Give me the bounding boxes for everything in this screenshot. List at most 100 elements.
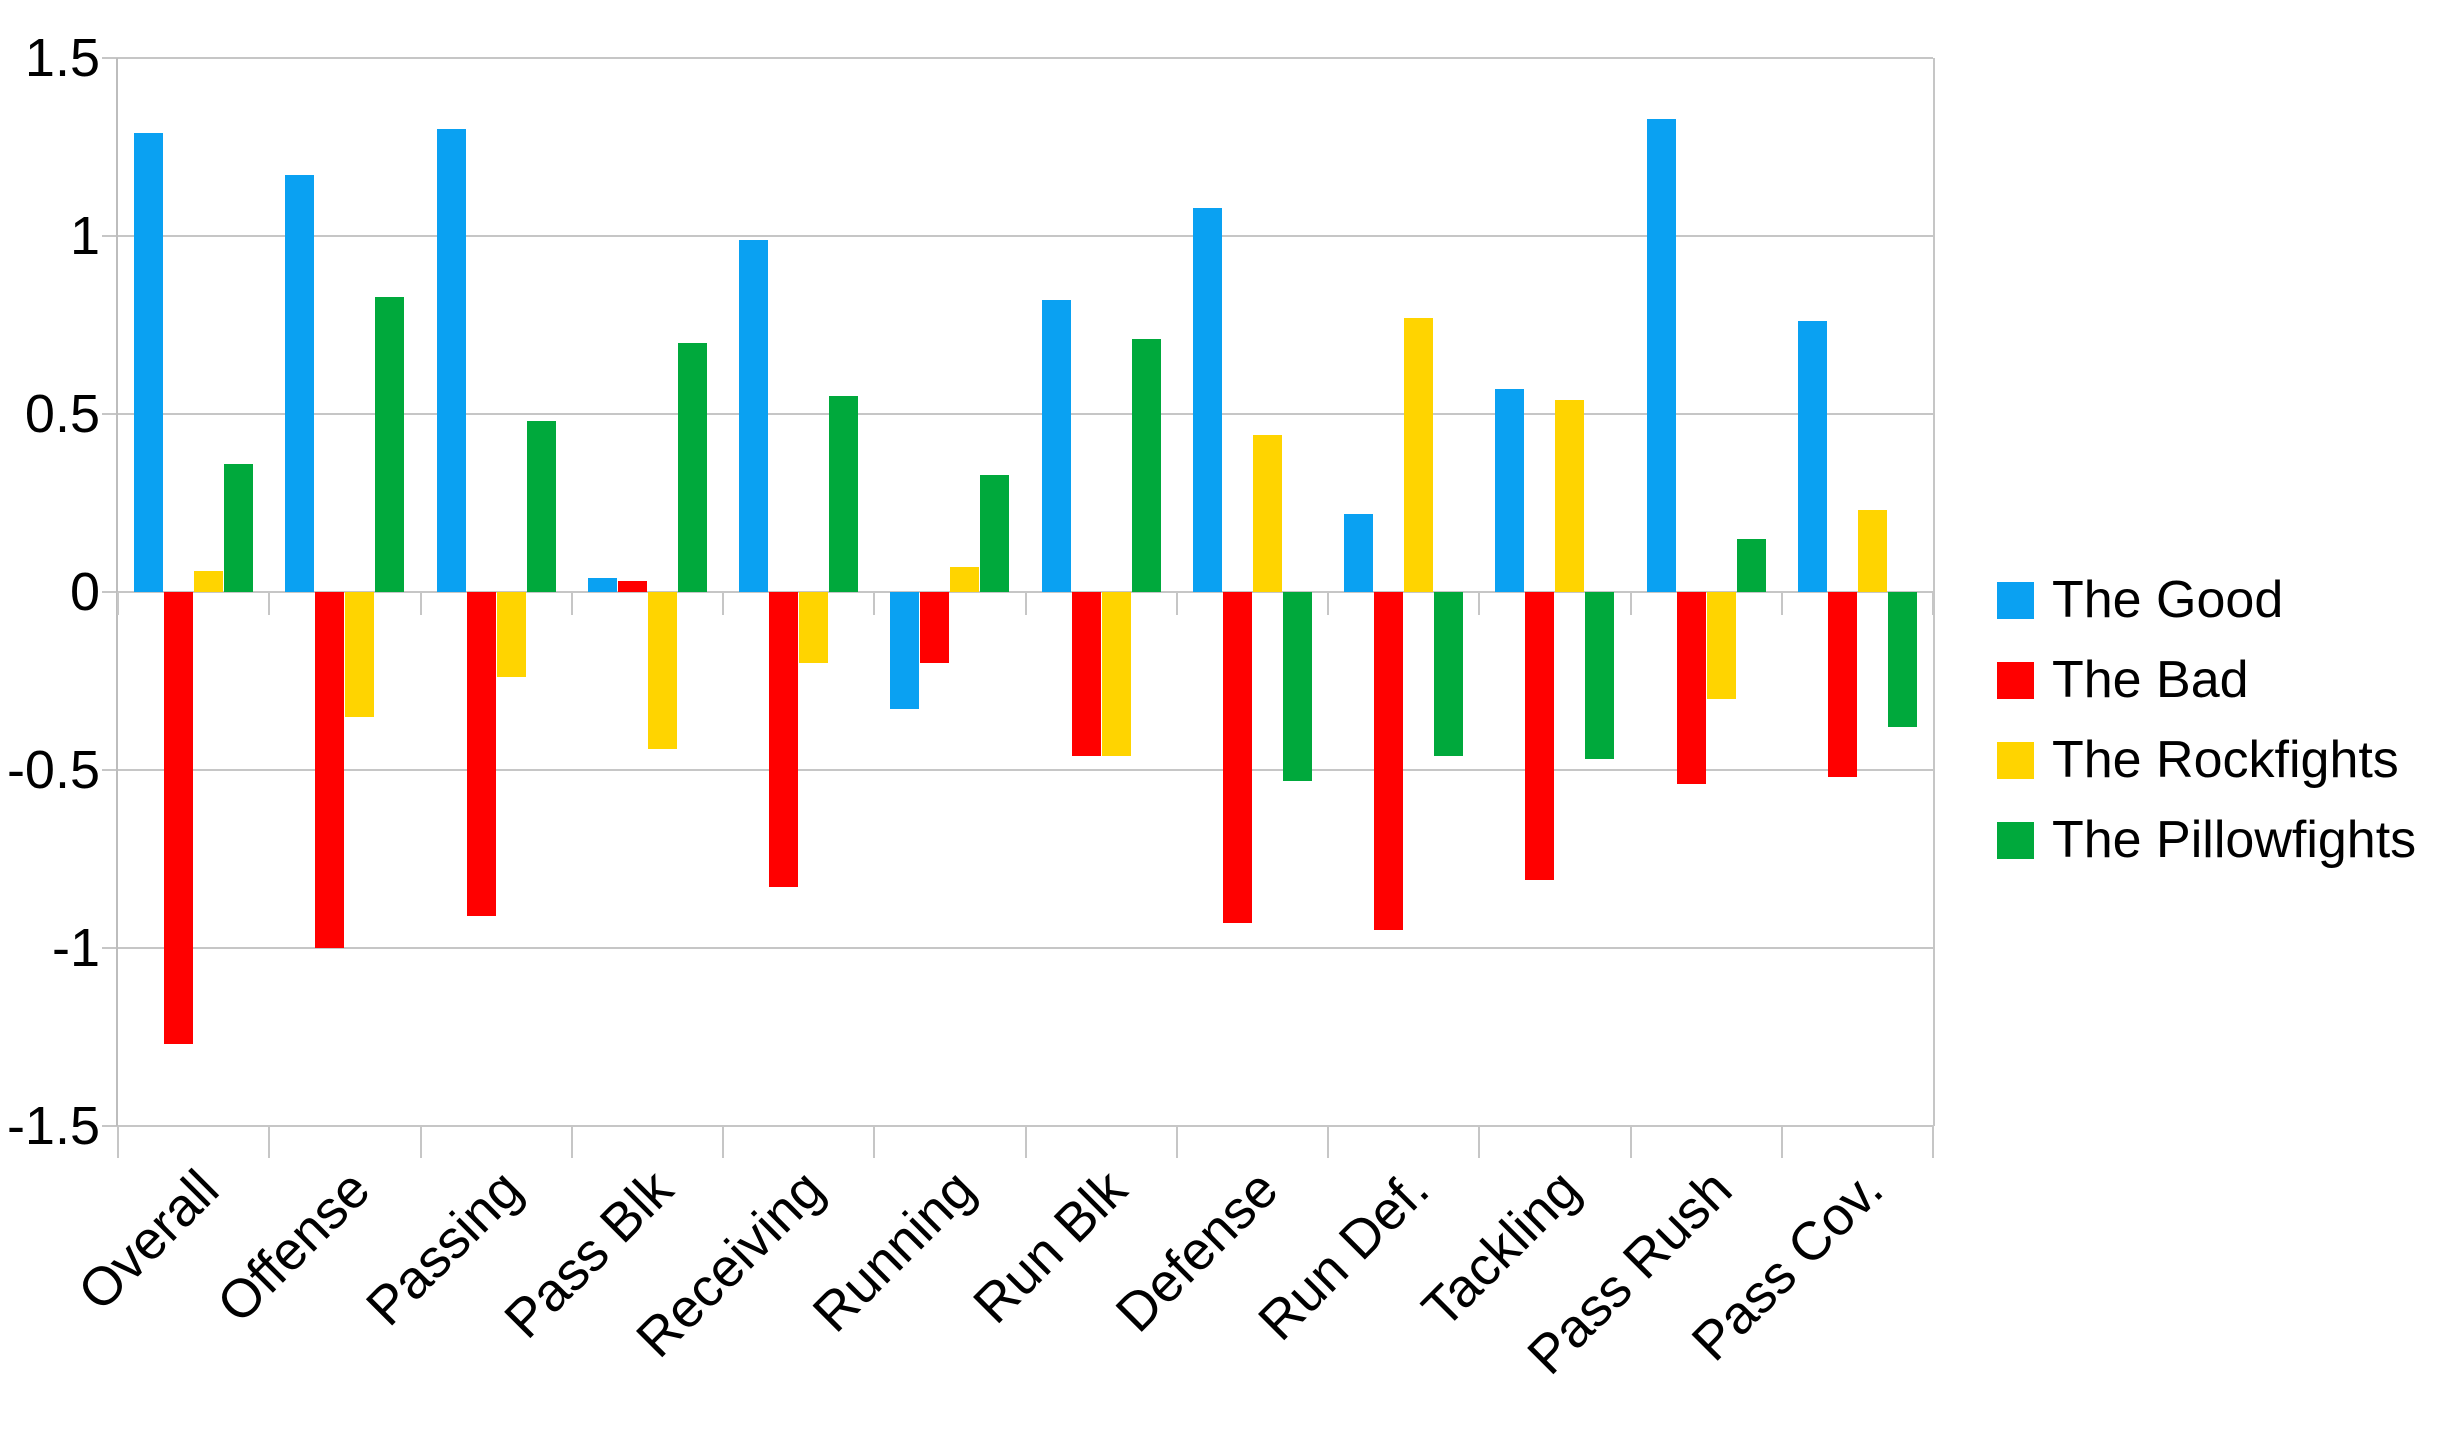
bar — [496, 592, 526, 678]
bar — [164, 592, 194, 1045]
gridline — [118, 235, 1933, 237]
x-axis-tick — [1932, 1126, 1934, 1158]
bar — [647, 592, 677, 749]
zero-line-tick — [722, 592, 724, 615]
bar — [1041, 300, 1071, 592]
bar — [980, 474, 1010, 592]
legend-label: The Pillowfights — [2052, 811, 2417, 869]
zero-line-tick — [117, 592, 119, 615]
gridline — [118, 413, 1933, 415]
bar — [1887, 592, 1917, 728]
zero-line-tick — [1629, 592, 1632, 615]
bar — [1495, 389, 1525, 592]
bar — [315, 592, 345, 948]
x-axis-tick — [1327, 1126, 1329, 1158]
bar — [1706, 592, 1736, 699]
x-axis-tick — [117, 1126, 119, 1158]
y-axis-label: 1.5 — [24, 28, 100, 88]
bar — [1434, 592, 1464, 756]
bar — [285, 175, 315, 592]
y-axis-tick — [102, 591, 118, 593]
bar — [1101, 592, 1131, 756]
zero-line-tick — [1478, 592, 1481, 615]
legend-label: The Bad — [2052, 651, 2249, 709]
bar — [1192, 207, 1222, 592]
bar — [1282, 592, 1312, 781]
x-axis-tick — [268, 1126, 271, 1158]
legend-item: The Rockfights — [1997, 729, 2399, 791]
bar — [1344, 513, 1374, 592]
gridline — [118, 947, 1933, 949]
x-axis-tick — [1175, 1126, 1178, 1158]
bar — [345, 592, 375, 717]
x-axis-tick — [419, 1126, 422, 1158]
y-axis-tick — [102, 1125, 118, 1127]
zero-line-tick — [1932, 592, 1934, 615]
y-axis-label: -0.5 — [6, 740, 100, 800]
bar — [617, 581, 647, 592]
x-axis-tick — [1629, 1126, 1632, 1158]
bar — [1827, 592, 1857, 778]
bar — [1676, 592, 1706, 785]
x-axis-tick — [1780, 1126, 1783, 1158]
x-axis-tick — [1478, 1126, 1481, 1158]
legend-swatch — [1997, 741, 2034, 779]
gridline — [118, 769, 1933, 771]
legend-item: The Pillowfights — [1997, 809, 2416, 871]
bar — [1131, 339, 1161, 592]
bar — [194, 570, 224, 592]
x-axis-label: Running — [802, 1158, 987, 1344]
legend-swatch — [1997, 821, 2034, 859]
legend-item: The Bad — [1997, 649, 2249, 711]
zero-line-tick — [1175, 592, 1178, 615]
x-axis-tick — [722, 1126, 724, 1158]
bar — [436, 129, 466, 592]
y-axis-tick — [102, 947, 118, 949]
legend-swatch — [1997, 661, 2034, 699]
y-axis-label: 0.5 — [24, 384, 100, 444]
bar — [890, 592, 920, 710]
bar — [134, 132, 164, 592]
bar — [829, 396, 859, 592]
bar — [1585, 592, 1615, 760]
y-axis-tick — [102, 235, 118, 237]
legend-item: The Good — [1997, 569, 2283, 631]
bar — [375, 296, 405, 592]
zero-line-tick — [419, 592, 422, 615]
bar — [1071, 592, 1101, 756]
bar — [587, 577, 617, 592]
bar — [1222, 592, 1252, 924]
bar — [920, 592, 950, 664]
bar — [1797, 321, 1827, 592]
zero-line-tick — [873, 592, 876, 615]
x-axis-label: Overall — [67, 1158, 231, 1323]
y-axis-label: 0 — [69, 562, 100, 622]
legend-label: The Rockfights — [2052, 731, 2399, 789]
zero-line-tick — [268, 592, 271, 615]
bar — [799, 592, 829, 664]
zero-line-tick — [570, 592, 573, 615]
zero-line-tick — [1780, 592, 1783, 615]
bar — [1374, 592, 1404, 931]
plot-border-right — [1933, 58, 1935, 1126]
bar — [1857, 510, 1887, 592]
x-axis-label: Offense — [206, 1158, 382, 1335]
bar — [1555, 399, 1585, 592]
bar — [677, 342, 707, 592]
bar — [950, 567, 980, 592]
bar — [1404, 317, 1434, 592]
bar — [224, 463, 254, 592]
zero-line-tick — [1024, 592, 1027, 615]
bar — [466, 592, 496, 916]
legend-label: The Good — [2052, 571, 2284, 629]
bar — [1525, 592, 1555, 881]
bar — [1252, 435, 1282, 592]
bar — [739, 239, 769, 592]
x-axis-tick — [873, 1126, 876, 1158]
bar — [1646, 118, 1676, 592]
y-axis-label: -1 — [51, 918, 100, 978]
bar — [526, 421, 556, 592]
y-axis-label: -1.5 — [6, 1096, 100, 1156]
